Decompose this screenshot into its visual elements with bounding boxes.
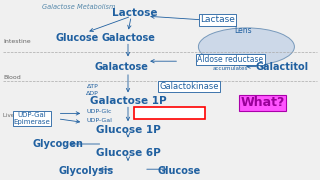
Text: Lens: Lens <box>234 26 252 35</box>
Text: Glucose 1P: Glucose 1P <box>96 125 160 135</box>
Text: Galactitol: Galactitol <box>255 62 308 72</box>
Text: Galactose 1P: Galactose 1P <box>90 96 166 106</box>
Text: UDP-Glc: UDP-Glc <box>86 109 112 114</box>
Text: Blood: Blood <box>3 75 21 80</box>
Text: Lactase: Lactase <box>200 15 235 24</box>
Text: Glucose: Glucose <box>55 33 99 43</box>
Text: Galactose Metabolism: Galactose Metabolism <box>42 4 115 10</box>
Text: Aldose reductase: Aldose reductase <box>197 55 263 64</box>
Text: UDP-Gal: UDP-Gal <box>86 118 112 123</box>
Text: UDP-Gal
Epimerase: UDP-Gal Epimerase <box>14 112 50 125</box>
Ellipse shape <box>198 28 294 66</box>
Text: Intestine: Intestine <box>3 39 31 44</box>
Text: Liver Brain, etc.: Liver Brain, etc. <box>3 113 46 118</box>
Text: ΔDP: ΔDP <box>86 91 99 96</box>
Text: Galactose: Galactose <box>101 33 155 43</box>
Text: Galactokinase: Galactokinase <box>159 82 219 91</box>
Text: accumulates: accumulates <box>213 66 248 71</box>
Text: What?: What? <box>240 96 284 109</box>
Text: Glucose: Glucose <box>157 166 201 176</box>
Text: Galactose: Galactose <box>95 62 148 72</box>
Text: Glucose 6P: Glucose 6P <box>96 148 160 158</box>
Text: Lactose: Lactose <box>112 8 157 18</box>
Text: ΔTP: ΔTP <box>87 84 99 89</box>
Text: Glycolysis: Glycolysis <box>59 166 114 176</box>
Bar <box>134 107 205 119</box>
Text: Glycogen: Glycogen <box>32 139 83 149</box>
